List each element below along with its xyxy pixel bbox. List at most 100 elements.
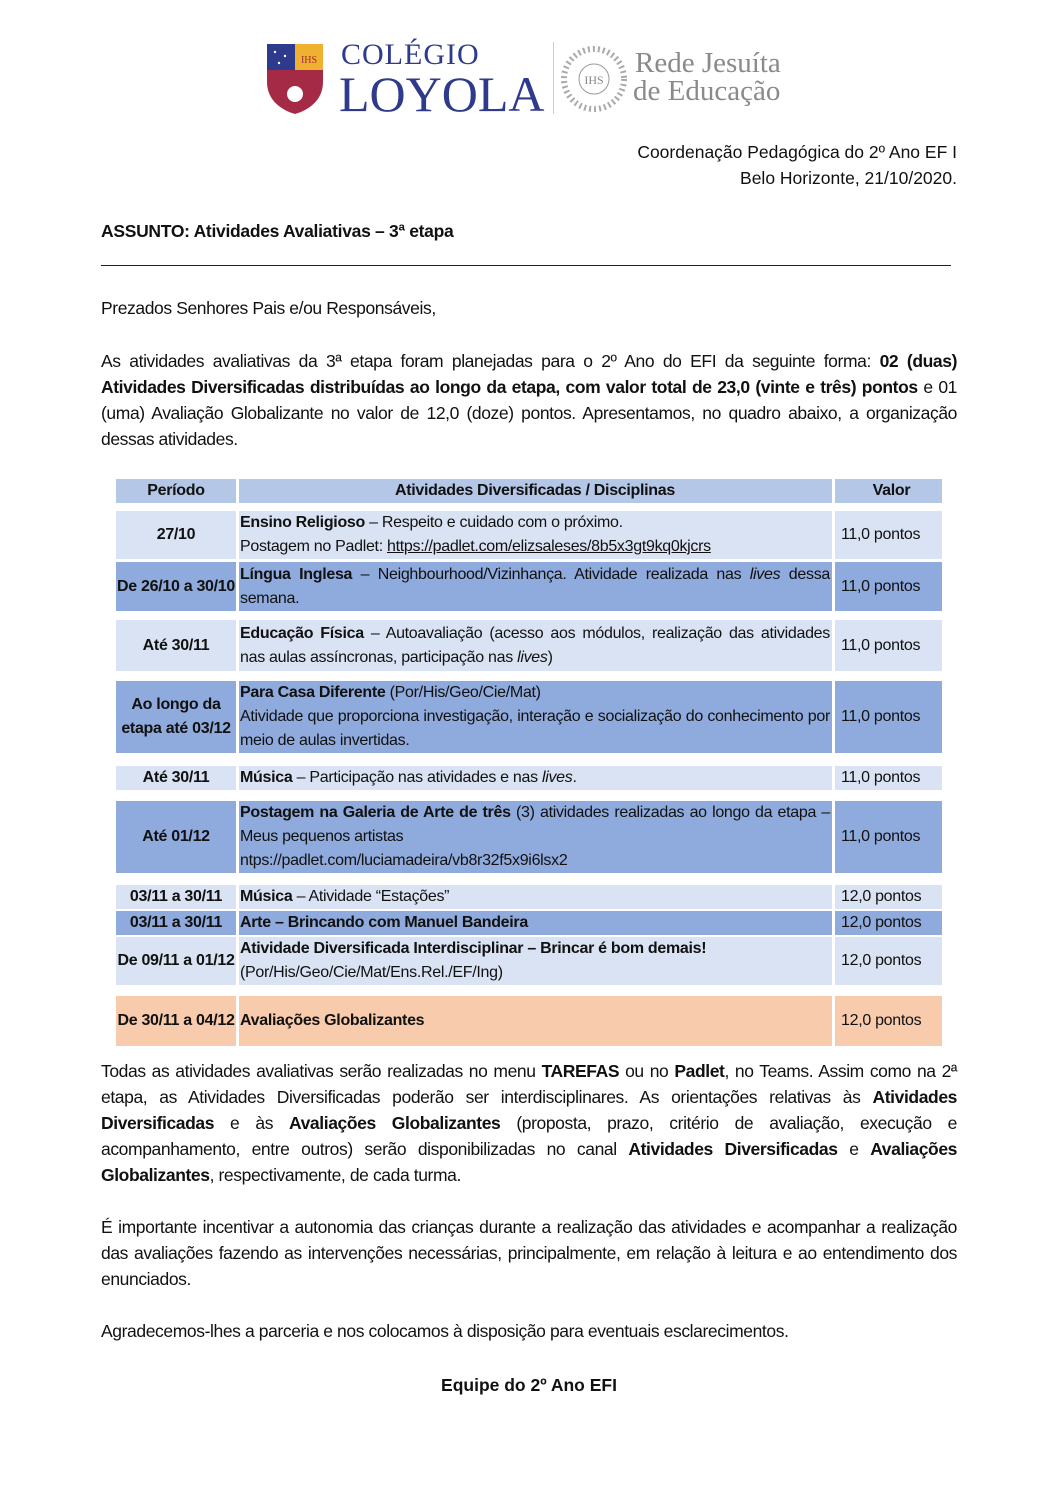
- text-run: Postagem no Padlet:: [240, 538, 387, 555]
- text-run: e 01 (uma) Avaliação Globalizante no val…: [101, 377, 957, 449]
- jesuit-sun-icon: IHS: [561, 46, 627, 112]
- value-cell: 12,0 pontos: [835, 911, 942, 935]
- text-run: – Participação nas atividades e nas: [292, 769, 542, 786]
- text-run: e às: [214, 1113, 290, 1133]
- text-run: lives: [541, 769, 573, 786]
- table-row: De 09/11 a 01/12 Atividade Diversificada …: [116, 937, 942, 985]
- activity-cell: Música – Participação nas atividades e n…: [239, 766, 832, 790]
- period-cell: De 30/11 a 04/12: [116, 996, 236, 1046]
- letter-body: Coordenação Pedagógica do 2º Ano EF I Be…: [101, 139, 957, 1398]
- instructions-paragraph: Todas as atividades avaliativas serão re…: [101, 1058, 957, 1188]
- school-name-line2: LOYOLA: [339, 66, 545, 122]
- text-run: As atividades avaliativas da 3ª etapa fo…: [101, 351, 880, 371]
- text-run: – Respeito e cuidado com o próximo.: [365, 514, 623, 531]
- value-cell: 12,0 pontos: [835, 996, 942, 1046]
- text-run: – Atividade “Estações”: [292, 888, 450, 905]
- text-run: Música: [240, 888, 293, 905]
- text-run: Arte – Brincando com Manuel Bandeira: [240, 914, 528, 931]
- table-row: Até 30/11 Música – Participação nas ativi…: [116, 766, 942, 790]
- activity-cell: Atividade Diversificada Interdisciplinar…: [239, 937, 832, 985]
- activity-cell: Para Casa Diferente (Por/His/Geo/Cie/Mat…: [239, 681, 832, 753]
- text-run: Avaliações Globalizantes: [240, 1012, 425, 1029]
- column-header: Atividades Diversificadas / Disciplinas: [239, 479, 832, 503]
- header-logo: IHS COLÉGIO LOYOLA IHS Rede Jesuíta de E…: [265, 40, 795, 122]
- text-run: dessa semana.: [240, 565, 830, 607]
- table-row: 27/10 Ensino Religioso – Respeito e cuida…: [116, 511, 942, 559]
- value-cell: 11,0 pontos: [835, 801, 942, 873]
- activity-cell: Ensino Religioso – Respeito e cuidado co…: [239, 511, 832, 559]
- intro-paragraph: As atividades avaliativas da 3ª etapa fo…: [101, 348, 957, 452]
- shield-text: IHS: [301, 55, 317, 66]
- text-run: Ensino Religioso: [240, 514, 365, 531]
- activity-line: Música – Atividade “Estações”: [240, 885, 830, 909]
- network-name-line1: Rede Jesuíta: [635, 47, 781, 79]
- value-cell: 12,0 pontos: [835, 885, 942, 909]
- thanks-paragraph: Agradecemos-lhes a parceria e nos coloca…: [101, 1321, 789, 1341]
- text-run: – Neighbourhood/Vizinhança. Atividade re…: [352, 565, 750, 583]
- svg-text:IHS: IHS: [584, 73, 603, 87]
- period-cell: Ao longo da etapa até 03/12: [116, 681, 236, 753]
- activity-line: Ensino Religioso – Respeito e cuidado co…: [240, 511, 830, 535]
- text-run: lives: [517, 648, 548, 666]
- activity-line: (Por/His/Geo/Cie/Mat/Ens.Rel./EF/Ing): [240, 961, 830, 985]
- text-run: Atividade Diversificada Interdisciplinar…: [240, 940, 707, 957]
- department: Coordenação Pedagógica do 2º Ano EF I: [637, 142, 957, 162]
- text-run: (proposta, prazo, critério de avaliação,…: [101, 1113, 957, 1159]
- activity-cell: Arte – Brincando com Manuel Bandeira: [239, 911, 832, 935]
- text-run: Língua Inglesa: [240, 565, 353, 583]
- network-name-line2: de Educação: [633, 75, 781, 107]
- divider: [101, 265, 951, 266]
- activity-line: Postagem na Galeria de Arte de três (3) …: [240, 801, 830, 849]
- text-run: (Por/His/Geo/Cie/Mat): [385, 684, 541, 701]
- activity-line: Atividade Diversificada Interdisciplinar…: [240, 937, 830, 961]
- period-cell: De 09/11 a 01/12: [116, 937, 236, 985]
- activity-cell: Educação Física – Autoavaliação (acesso …: [239, 620, 832, 671]
- activity-cell: Música – Atividade “Estações”: [239, 885, 832, 909]
- activity-line: Arte – Brincando com Manuel Bandeira: [240, 911, 830, 935]
- text-run: (Por/His/Geo/Cie/Mat/Ens.Rel./EF/Ing): [240, 964, 503, 981]
- table-row: Até 30/11 Educação Física – Autoavaliação…: [116, 620, 942, 671]
- text-run: lives: [749, 565, 781, 583]
- activity-line: ntps://padlet.com/luciamadeira/vb8r32f5x…: [240, 849, 830, 873]
- value-cell: 11,0 pontos: [835, 511, 942, 559]
- logo-divider: [553, 42, 554, 114]
- text-run: ntps://padlet.com/luciamadeira/vb8r32f5x…: [240, 852, 568, 869]
- text-run: .: [572, 769, 577, 786]
- table-row: Até 01/12 Postagem na Galeria de Arte de …: [116, 801, 942, 873]
- text-run: Música: [240, 769, 293, 786]
- period-cell: 03/11 a 30/11: [116, 885, 236, 909]
- value-cell: 11,0 pontos: [835, 681, 942, 753]
- activity-line: Avaliações Globalizantes: [240, 1009, 830, 1033]
- table-row: Ao longo da etapa até 03/12 Para Casa Dif…: [116, 681, 942, 753]
- period-cell: 03/11 a 30/11: [116, 911, 236, 935]
- text-run: Atividades Diversificadas: [628, 1139, 838, 1159]
- activities-table: Período Atividades Diversificadas / Disci…: [116, 479, 942, 1046]
- padlet-link[interactable]: https://padlet.com/elizsaleses/8b5x3gt9k…: [387, 538, 711, 555]
- activity-line: Educação Física – Autoavaliação (acesso …: [240, 622, 830, 670]
- text-run: Atividade que proporciona investigação, …: [240, 708, 830, 749]
- period-cell: Até 30/11: [116, 620, 236, 671]
- text-run: Para Casa Diferente: [240, 684, 386, 701]
- text-run: (3) atividades realizadas ao longo da et…: [240, 804, 830, 845]
- place-date: Belo Horizonte, 21/10/2020.: [740, 168, 957, 188]
- table-row: 03/11 a 30/11 Arte – Brincando com Manuel…: [116, 911, 942, 935]
- text-run: 02 (duas) Atividades Diversificadas dist…: [101, 351, 957, 397]
- period-cell: Até 30/11: [116, 766, 236, 790]
- text-run: Todas as atividades avaliativas serão re…: [101, 1061, 542, 1081]
- table-row: De 30/11 a 04/12 Avaliações Globalizantes…: [116, 996, 942, 1046]
- shield-logo-icon: IHS: [267, 44, 323, 114]
- autonomy-paragraph: É importante incentivar a autonomia das …: [101, 1217, 957, 1289]
- value-cell: 11,0 pontos: [835, 620, 942, 671]
- subject: ASSUNTO: Atividades Avaliativas – 3ª eta…: [101, 221, 454, 241]
- activity-cell: Postagem na Galeria de Arte de três (3) …: [239, 801, 832, 873]
- activity-line: Música – Participação nas atividades e n…: [240, 766, 830, 790]
- column-header: Período: [116, 479, 236, 503]
- text-run: Avaliações Globalizantes: [101, 1139, 958, 1185]
- period-cell: De 26/10 a 30/10: [116, 562, 236, 611]
- activity-line: Para Casa Diferente (Por/His/Geo/Cie/Mat…: [240, 681, 830, 705]
- value-cell: 11,0 pontos: [835, 766, 942, 790]
- activity-line: Atividade que proporciona investigação, …: [240, 705, 830, 753]
- text-run: Postagem na Galeria de Arte de três: [240, 804, 511, 821]
- greeting: Prezados Senhores Pais e/ou Responsáveis…: [101, 298, 436, 318]
- activity-line: Língua Inglesa – Neighbourhood/Vizinhanç…: [240, 563, 830, 611]
